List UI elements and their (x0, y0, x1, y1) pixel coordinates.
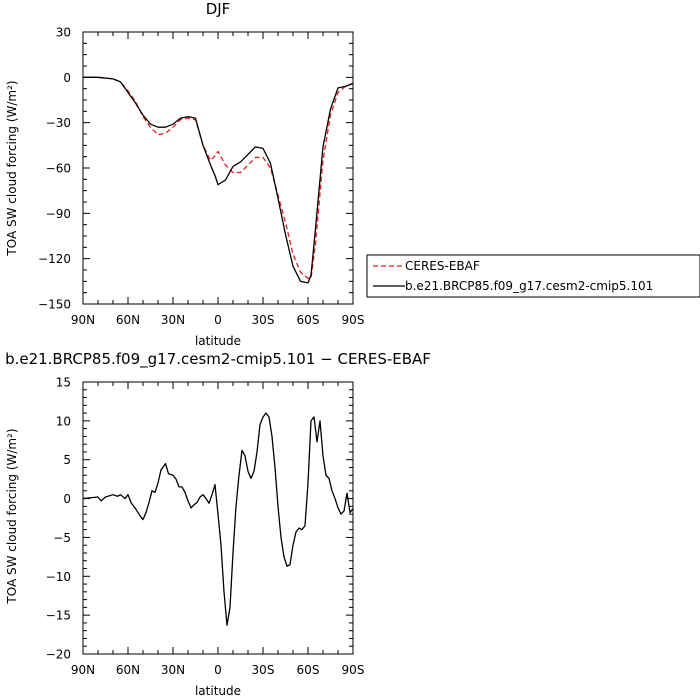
x-tick-label: 60S (297, 313, 320, 327)
y-tick-label: −5 (53, 531, 71, 545)
y-tick-label: −15 (46, 609, 71, 623)
x-tick-label: 30N (161, 313, 185, 327)
y-tick-label: 0 (63, 492, 71, 506)
y-tick-label: −60 (46, 162, 71, 176)
x-tick-label: 60N (116, 313, 140, 327)
y-tick-label: 5 (63, 453, 71, 467)
x-tick-label: 30S (252, 313, 275, 327)
bottom-y-tick-labels: 15 10 5 0 −5 −10 −15 −20 (46, 376, 71, 662)
x-tick-label: 90N (71, 313, 95, 327)
y-tick-label: −10 (46, 570, 71, 584)
y-tick-label: 15 (56, 376, 71, 390)
top-y-tick-labels: 30 0 −30 −60 −90 −120 −150 (38, 26, 71, 312)
x-tick-label: 0 (214, 663, 222, 677)
y-tick-label: −20 (46, 648, 71, 662)
panel-top: DJF TOA SW cloud forcing (W/m²) 30 0 −30 −6… (5, 0, 364, 348)
legend-label-model: b.e21.BRCP85.f09_g17.cesm2-cmip5.101 (405, 279, 653, 293)
x-tick-label: 90N (71, 663, 95, 677)
x-tick-label: 30N (161, 663, 185, 677)
legend: CERES-EBAF b.e21.BRCP85.f09_g17.cesm2-cm… (366, 254, 700, 298)
bottom-ylabel: TOA SW cloud forcing (W/m²) (5, 428, 19, 604)
legend-label-ceres: CERES-EBAF (405, 259, 480, 273)
y-tick-label: −150 (38, 298, 71, 312)
legend-box (366, 254, 700, 298)
y-tick-label: −120 (38, 252, 71, 266)
x-tick-label: 30S (252, 663, 275, 677)
bottom-axis-ticks (82, 381, 354, 655)
x-tick-label: 60S (297, 663, 320, 677)
x-tick-label: 90S (342, 663, 365, 677)
y-tick-label: −30 (46, 116, 71, 130)
series-line-ceres-ebaf (83, 76, 354, 279)
y-tick-label: 30 (56, 26, 71, 40)
bottom-x-tick-labels: 90N 60N 30N 0 30S 60S 90S (71, 663, 365, 677)
y-tick-label: 0 (63, 71, 71, 85)
top-x-tick-labels: 90N 60N 30N 0 30S 60S 90S (71, 313, 365, 327)
bottom-series (82, 412, 354, 626)
y-tick-label: 10 (56, 414, 71, 428)
top-ylabel: TOA SW cloud forcing (W/m²) (5, 80, 19, 256)
top-title: DJF (206, 0, 231, 18)
series-line-model (82, 412, 354, 626)
bottom-title: b.e21.BRCP85.f09_g17.cesm2-cmip5.101 − C… (5, 350, 431, 369)
top-xlabel: latitude (195, 334, 241, 348)
top-axis-ticks (82, 31, 354, 305)
x-tick-label: 90S (342, 313, 365, 327)
y-tick-label: −90 (46, 207, 71, 221)
panel-bottom: b.e21.BRCP85.f09_g17.cesm2-cmip5.101 − C… (5, 350, 431, 698)
x-tick-label: 0 (214, 313, 222, 327)
series-line-model (83, 76, 354, 284)
x-tick-label: 60N (116, 663, 140, 677)
bottom-xlabel: latitude (195, 684, 241, 698)
top-series (83, 76, 354, 284)
